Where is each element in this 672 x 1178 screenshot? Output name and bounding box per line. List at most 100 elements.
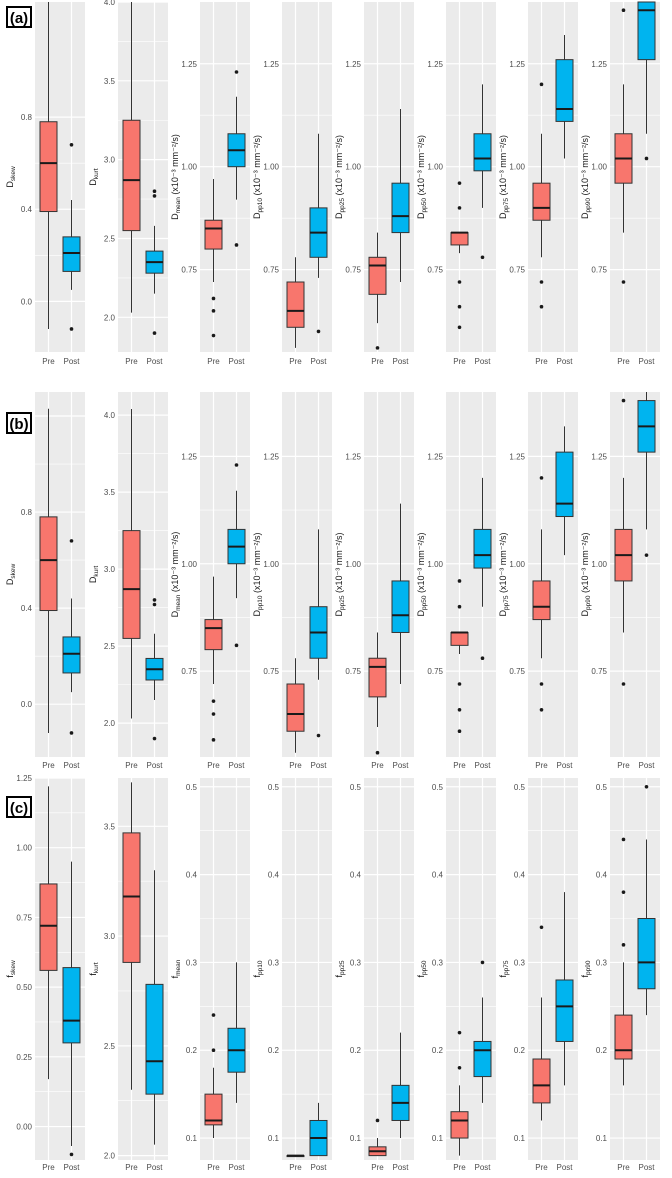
x-tick-label-a-6-Post: Post: [556, 357, 573, 366]
y-tick-label-b-3: 1.25: [263, 452, 279, 461]
x-tick-label-b-0-Pre: Pre: [42, 761, 55, 770]
y-tick-label-b-4: 0.75: [345, 667, 361, 676]
y-tick-label-a-1: 3.5: [104, 77, 116, 86]
chart-panel-c-6: 0.1 0.2 0.3 0.4 0.5 Pre Post fpp75: [498, 778, 578, 1172]
chart-panel-b-0: 0.00.40.81.2PrePostDskew: [5, 392, 85, 770]
chart-panel-a-1: 2.0 2.5 3.0 3.5 4.0 Pre Post Dkurt: [88, 0, 168, 366]
y-tick-label-c-2: 0.2: [186, 1046, 198, 1055]
outlier-c-7-Post: [644, 784, 649, 789]
chart-panel-a-6: 0.75 1.00 1.25 Pre Post Dpp75 (x10⁻³ mm⁻²/s): [498, 2, 578, 366]
y-tick-label-c-5: 0.5: [432, 783, 444, 792]
x-tick-label-a-5-Post: Post: [474, 357, 491, 366]
box-a-3-Pre: [286, 281, 305, 328]
y-tick-label-a-2: 1.00: [181, 163, 197, 172]
outlier-b-5-Pre: [457, 579, 462, 583]
y-axis-label-b-4: Dpp25 (x10⁻³ mm⁻²/s): [334, 533, 346, 617]
x-tick-label-a-1-Post: Post: [146, 357, 163, 366]
y-tick-label-b-2: 1.25: [181, 452, 197, 461]
box-c-6-Post: [555, 979, 574, 1042]
box-c-5-Post: [473, 1040, 492, 1078]
x-tick-label-c-4-Post: Post: [392, 1163, 409, 1172]
chart-panel-a-0: 0.0 0.4 0.8 Pre Post Dskew: [5, 2, 85, 366]
y-tick-label-c-5: 0.3: [432, 958, 444, 967]
x-tick-label-c-6-Pre: Pre: [535, 1163, 548, 1172]
panel-label-c: (c): [6, 796, 32, 818]
box-b-4-Pre: [368, 657, 387, 698]
y-tick-label-c-7: 0.1: [596, 1134, 608, 1143]
box-a-5-Pre: [450, 232, 469, 246]
outlier-b-2-Post: [234, 463, 239, 467]
y-tick-label-b-7: 1.00: [591, 560, 607, 569]
outlier-a-2-Pre: [211, 309, 216, 313]
x-tick-label-a-6-Pre: Pre: [535, 357, 548, 366]
y-tick-label-c-0: 0.00: [16, 1123, 32, 1132]
outlier-b-5-Pre: [457, 682, 462, 686]
y-axis-label-a-6: Dpp75 (x10⁻³ mm⁻²/s): [498, 135, 510, 219]
box-b-4-Post: [391, 580, 410, 633]
y-tick-label-b-1: 3.5: [104, 488, 116, 497]
x-tick-label-b-4-Post: Post: [392, 761, 409, 770]
x-tick-label-b-5-Post: Post: [474, 761, 491, 770]
y-tick-label-b-1: 3.0: [104, 565, 116, 574]
chart-panel-a-2: 0.75 1.00 1.25 Pre Post Dmean (x10⁻³ mm⁻²/s): [170, 2, 250, 366]
y-tick-label-a-5: 1.25: [427, 60, 443, 69]
outlier-b-7-Post: [644, 553, 649, 557]
y-axis-label-a-4: Dpp25 (x10⁻³ mm⁻²/s): [334, 135, 346, 219]
outlier-c-7-Pre: [621, 943, 626, 947]
chart-panel-a-3: 0.75 1.00 1.25 Pre Post Dpp10 (x10⁻³ mm⁻²/s): [252, 2, 332, 366]
x-tick-label-c-7-Post: Post: [638, 1163, 655, 1172]
y-tick-label-c-5: 0.2: [432, 1046, 444, 1055]
y-tick-label-c-2: 0.3: [186, 958, 198, 967]
y-tick-label-a-0: 0.0: [21, 297, 33, 306]
y-tick-label-c-6: 0.1: [514, 1134, 526, 1143]
y-axis-label-b-3: Dpp10 (x10⁻³ mm⁻²/s): [252, 533, 264, 617]
chart-panel-c-0: 0.00 0.25 0.50 0.75 1.00 1.25 Pre Post fskew: [5, 774, 85, 1172]
y-tick-label-a-5: 0.75: [427, 266, 443, 275]
panel-bg-c-3: [282, 778, 332, 1160]
y-tick-label-c-1: 2.0: [104, 1152, 116, 1161]
box-a-2-Pre: [204, 219, 223, 250]
outlier-a-5-Post: [480, 255, 485, 260]
box-a-6-Pre: [532, 182, 551, 221]
y-tick-label-b-1: 2.0: [104, 719, 116, 728]
y-tick-label-b-5: 1.25: [427, 452, 443, 461]
chart-panel-a-7: 0.75 1.00 1.25 Pre Post Dpp90 (x10⁻³ mm⁻²/s): [580, 1, 660, 366]
y-tick-label-a-6: 1.25: [509, 60, 525, 69]
outlier-b-1-Post: [152, 736, 157, 741]
x-tick-label-c-2-Pre: Pre: [207, 1163, 220, 1172]
box-a-4-Pre: [368, 256, 387, 295]
y-tick-label-b-4: 1.00: [345, 560, 361, 569]
box-c-2-Pre: [204, 1093, 223, 1126]
y-axis-label-a-2: Dmean (x10⁻³ mm⁻²/s): [170, 134, 182, 220]
y-tick-label-a-0: 0.4: [21, 205, 33, 214]
y-tick-label-c-1: 3.5: [104, 822, 116, 831]
y-tick-label-c-1: 3.0: [104, 932, 116, 941]
chart-panel-b-1: 2.0 2.5 3.0 3.5 4.0 Pre Post Dkurt: [88, 392, 168, 770]
chart-panel-a-4: 0.75 1.00 1.25 Pre Post Dpp25 (x10⁻³ mm⁻²/s): [334, 2, 414, 366]
y-axis-label-b-1: Dkurt: [88, 566, 100, 584]
y-tick-label-c-5: 0.4: [432, 871, 444, 880]
chart-panel-c-3: 0.1 0.2 0.3 0.4 0.5 Pre Post fpp10: [252, 778, 332, 1172]
outlier-b-1-Post: [152, 598, 157, 602]
y-tick-label-a-7: 0.75: [591, 266, 607, 275]
outlier-b-5-Pre: [457, 707, 462, 712]
outlier-b-2-Pre: [211, 699, 216, 703]
y-tick-label-a-5: 1.00: [427, 163, 443, 172]
box-c-1-Pre: [122, 832, 141, 963]
outlier-a-6-Pre: [539, 304, 544, 309]
y-tick-label-c-7: 0.2: [596, 1046, 608, 1055]
y-tick-label-b-2: 0.75: [181, 667, 197, 676]
box-a-6-Post: [555, 59, 574, 122]
outlier-a-3-Post: [316, 329, 321, 334]
box-c-0-Post: [62, 967, 81, 1044]
x-tick-label-b-1-Pre: Pre: [125, 761, 138, 770]
y-tick-label-c-7: 0.5: [596, 783, 608, 792]
y-tick-label-a-6: 1.00: [509, 163, 525, 172]
y-tick-label-a-3: 1.25: [263, 60, 279, 69]
panel-label-b: (b): [6, 412, 32, 434]
outlier-c-0-Post: [69, 1152, 74, 1157]
box-c-7-Pre: [614, 1014, 633, 1060]
outlier-b-6-Pre: [539, 682, 544, 686]
y-tick-label-c-4: 0.4: [350, 871, 362, 880]
outlier-c-7-Pre: [621, 890, 626, 894]
